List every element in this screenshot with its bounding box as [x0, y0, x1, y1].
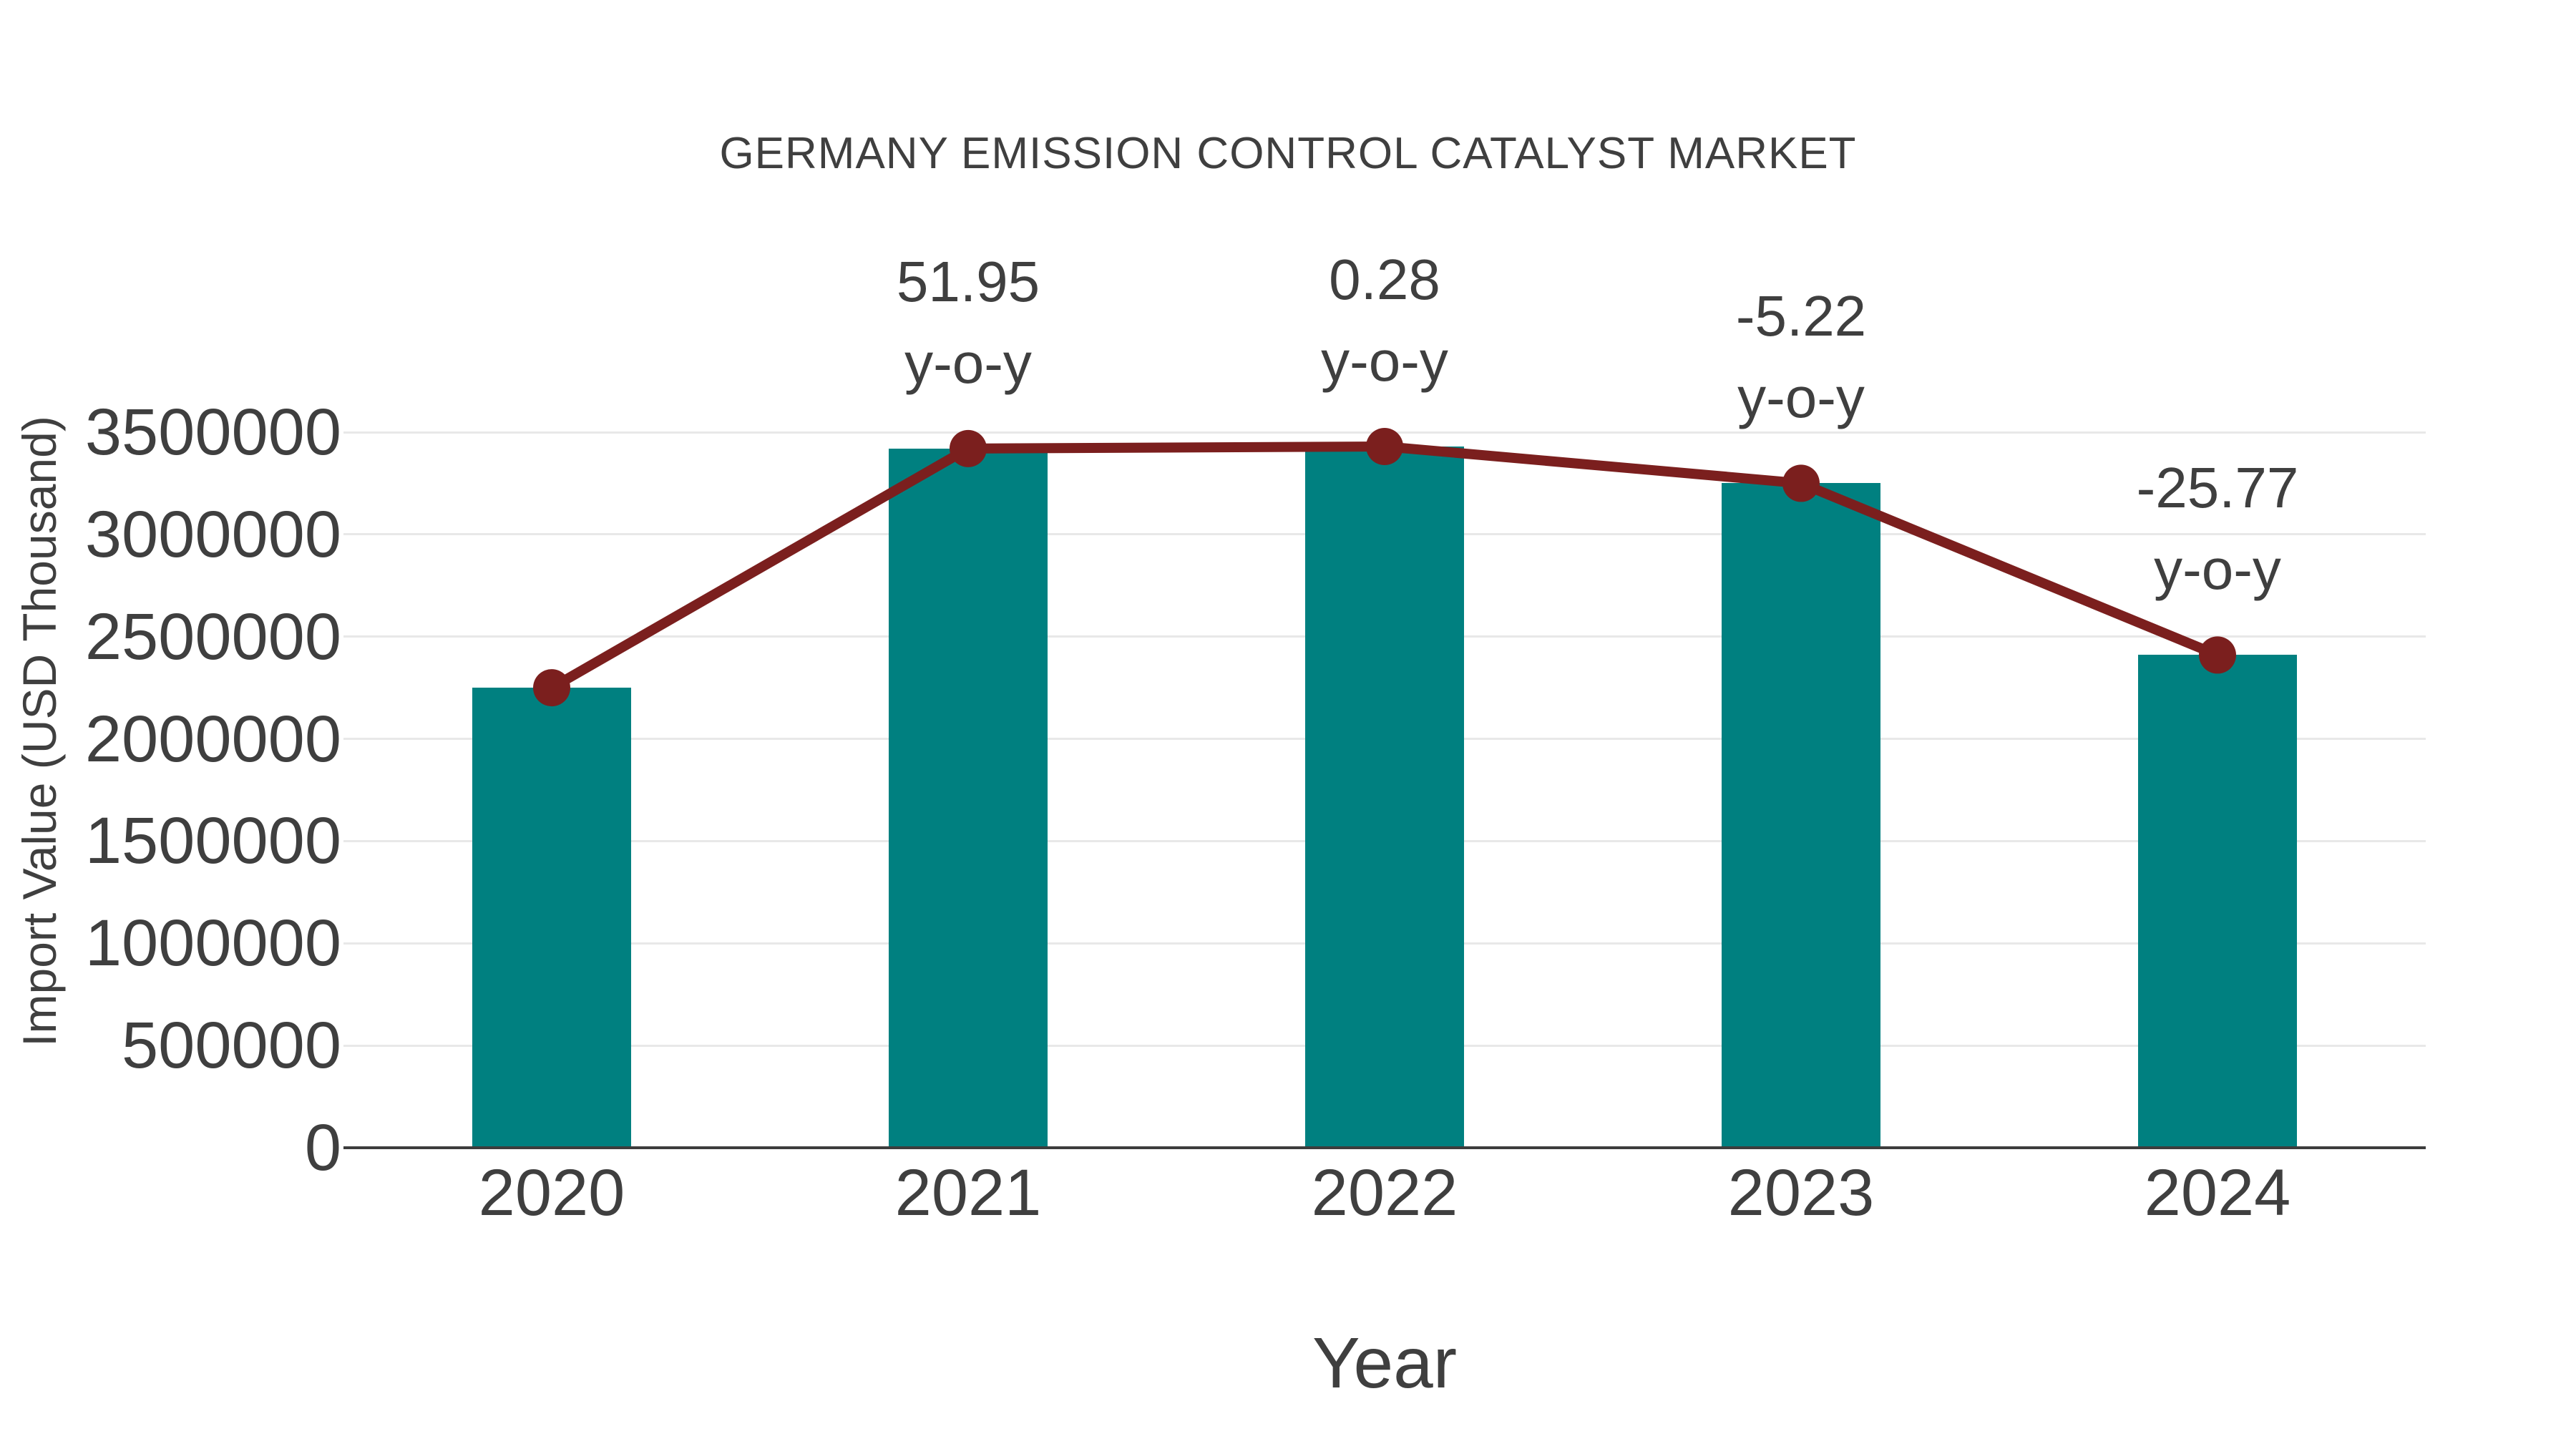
chart-title: GERMANY EMISSION CONTROL CATALYST MARKET: [719, 129, 1857, 178]
annotation-value: 0.28: [1329, 248, 1440, 311]
y-tick-label: 0: [304, 1111, 341, 1184]
x-tick-label-2021: 2021: [894, 1156, 1042, 1229]
x-tick-label-2024: 2024: [2144, 1156, 2291, 1229]
annotation-suffix: y-o-y: [2154, 537, 2281, 602]
x-tick-label-2023: 2023: [1727, 1156, 1875, 1229]
yoy-annotation-2023: -5.22 y-o-y: [1572, 275, 2030, 439]
annotation-value: -25.77: [2136, 456, 2299, 520]
y-tick-label: 3500000: [84, 396, 341, 469]
yoy-annotation-2024: -25.77 y-o-y: [1989, 447, 2446, 610]
annotation-value: -5.22: [1735, 284, 1867, 348]
x-tick-label-2022: 2022: [1311, 1156, 1458, 1229]
y-tick-label: 2500000: [84, 600, 341, 673]
bar-2020: [472, 688, 631, 1148]
gridline-3500000: [343, 431, 2426, 434]
x-axis-title: Year: [1312, 1323, 1458, 1403]
annotation-value: 51.95: [896, 249, 1040, 313]
yoy-annotation-2021: 51.95 y-o-y: [739, 241, 1197, 404]
bar-2024: [2138, 655, 2297, 1148]
annotation-suffix: y-o-y: [1321, 329, 1448, 393]
y-tick-label: 1500000: [84, 804, 341, 878]
bar-2023: [1722, 483, 1880, 1148]
y-tick-label: 3000000: [84, 497, 341, 571]
y-tick-label: 500000: [122, 1009, 341, 1083]
x-axis-line: [343, 1146, 2426, 1149]
yoy-annotation-2022: 0.28 y-o-y: [1156, 239, 1614, 402]
annotation-suffix: y-o-y: [1737, 366, 1865, 430]
bar-2022: [1305, 447, 1464, 1148]
bar-2021: [889, 448, 1048, 1148]
y-tick-label: 2000000: [84, 702, 341, 776]
y-tick-label: 1000000: [84, 907, 341, 980]
annotation-suffix: y-o-y: [904, 331, 1032, 395]
x-tick-label-2020: 2020: [478, 1156, 625, 1229]
